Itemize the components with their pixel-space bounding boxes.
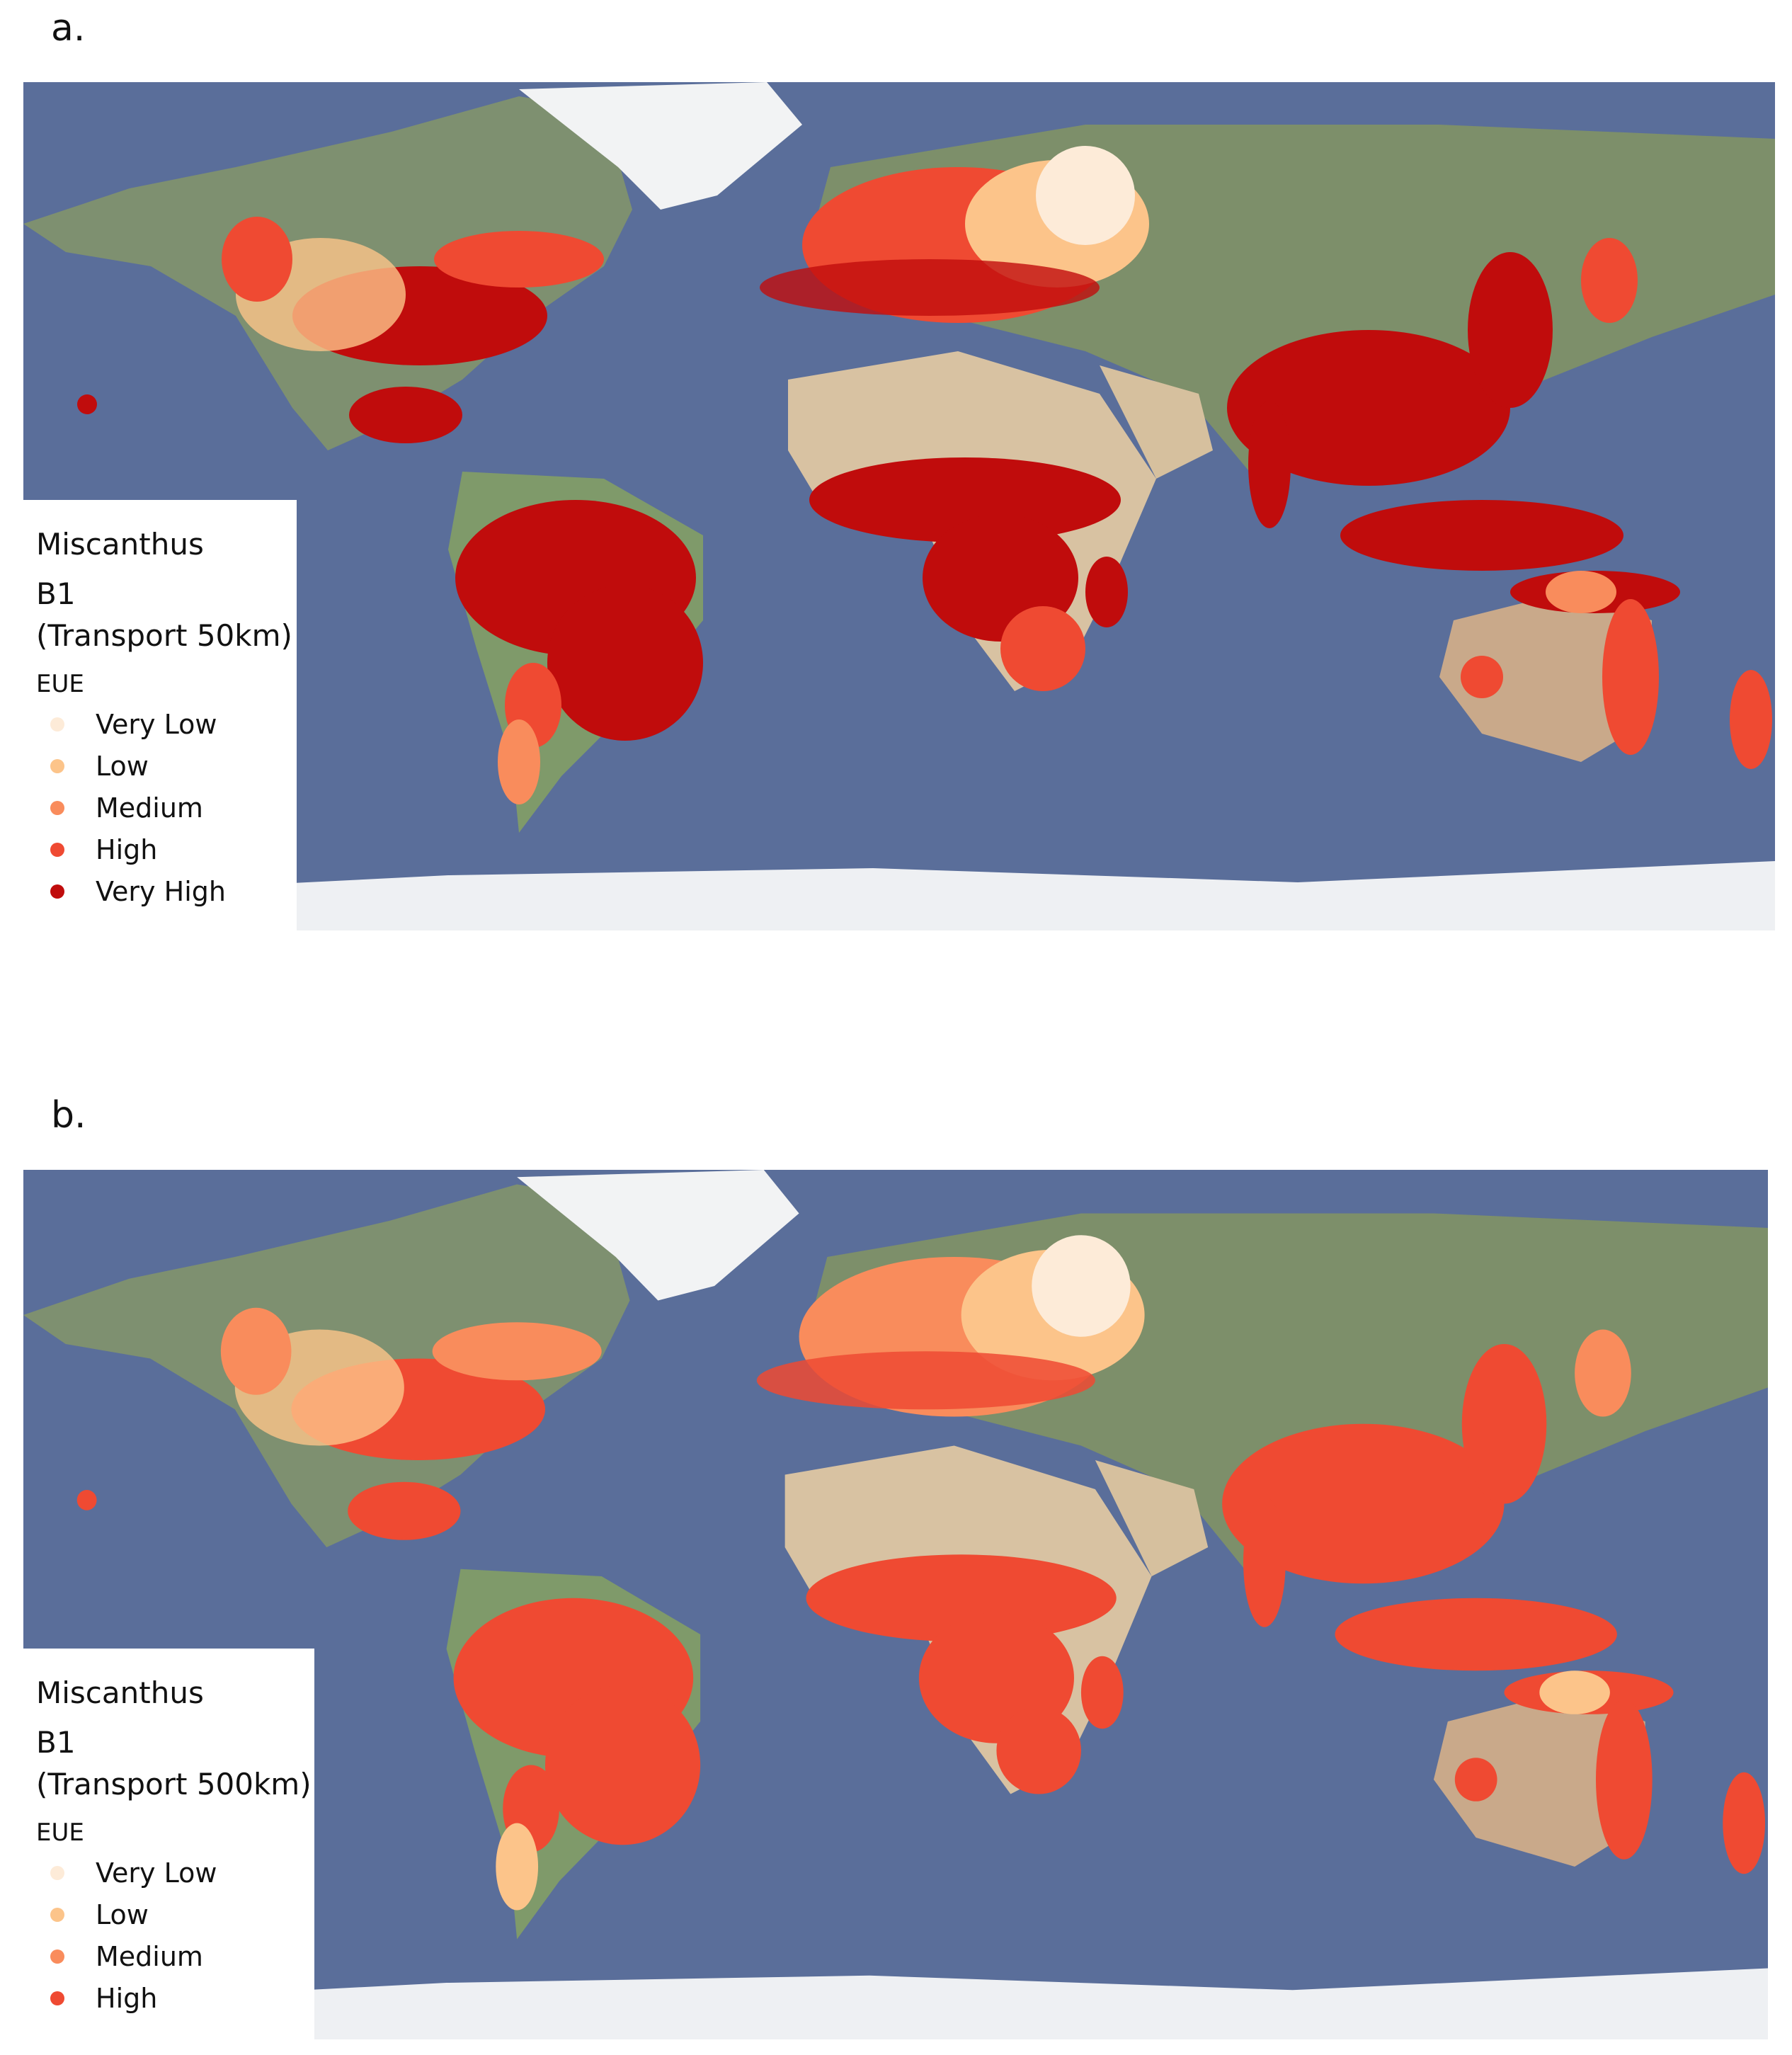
eue-points-a (77, 146, 1772, 804)
legend-swatch (50, 759, 64, 774)
legend-swatch (50, 717, 64, 732)
legend-swatch (50, 1991, 64, 2006)
legend-swatch (50, 1908, 64, 1923)
legend-item: Medium (36, 787, 297, 829)
legend-item: Very Low (36, 1852, 314, 1894)
arabia (1100, 365, 1213, 479)
legend-unit: EUE (36, 669, 84, 698)
map-panel-b: Miscanthus B1 (Transport 500km) EUE Very… (23, 1170, 1768, 2039)
australia (1433, 1692, 1645, 1867)
legend-swatch (50, 1866, 64, 1881)
world-map-a (23, 82, 1775, 930)
legend-item: Very High (36, 871, 297, 913)
australia (1439, 592, 1652, 762)
legend-a: Miscanthus B1 (Transport 50km) EUE Very … (23, 500, 297, 930)
legend-label: Very Low (96, 709, 217, 741)
legend-label: Very High (96, 876, 226, 908)
legend-item: Low (36, 746, 297, 787)
antarctica (23, 1968, 1768, 2039)
antarctica (23, 861, 1775, 930)
legend-scenario: B1 (36, 1725, 76, 1760)
legend-label: Low (96, 1899, 149, 1931)
map-panel-a: Miscanthus B1 (Transport 50km) EUE Very … (23, 82, 1775, 930)
legend-unit: EUE (36, 1818, 84, 1847)
legend-swatch (50, 1949, 64, 1964)
legend-label: High (96, 1983, 158, 2015)
legend-swatch (50, 884, 64, 899)
legend-label: Very Low (96, 1857, 217, 1889)
legend-item: Very Low (36, 704, 297, 746)
legend-transport: (Transport 50km) (36, 618, 292, 654)
legend-item: Medium (36, 1936, 314, 1978)
legend-scenario: B1 (36, 576, 76, 612)
legend-label: Medium (96, 792, 203, 824)
legend-swatch (50, 843, 64, 858)
legend-item: High (36, 1978, 314, 2020)
greenland (519, 82, 802, 210)
legend-label: Medium (96, 1941, 203, 1973)
legend-title: Miscanthus (36, 1675, 204, 1710)
legend-item: Low (36, 1894, 314, 1936)
legend-item: High (36, 829, 297, 871)
panel-b-label: b. (51, 1094, 86, 1137)
arabia (1095, 1460, 1209, 1577)
legend-label: Low (96, 751, 149, 782)
legend-b: Miscanthus B1 (Transport 500km) EUE Very… (23, 1649, 314, 2039)
legend-swatch (50, 801, 64, 816)
panel-a-label: a. (51, 7, 86, 50)
legend-label: High (96, 834, 158, 866)
legend-transport: (Transport 500km) (36, 1767, 312, 1802)
legend-title: Miscanthus (36, 527, 204, 562)
greenland (517, 1170, 799, 1301)
eue-points-b (76, 1235, 1766, 1911)
